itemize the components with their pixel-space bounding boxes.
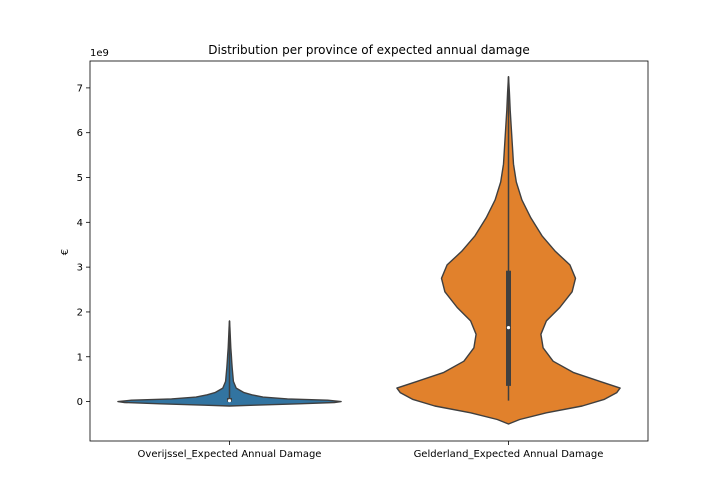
y-tick-label: 1 bbox=[77, 352, 83, 363]
y-tick-label: 6 bbox=[77, 128, 83, 139]
violin-median-point bbox=[506, 326, 511, 330]
y-tick-label: 5 bbox=[77, 173, 83, 184]
violin-median-point bbox=[227, 399, 232, 403]
y-tick-label: 2 bbox=[77, 307, 83, 318]
violins bbox=[117, 76, 621, 425]
x-axis-ticks: Overijssel_Expected Annual Damage Gelderl… bbox=[138, 441, 604, 460]
y-axis-ticks: 0 1 2 3 4 5 6 7 bbox=[77, 83, 90, 408]
y-tick-label: 4 bbox=[77, 218, 83, 229]
chart-title: Distribution per province of expected an… bbox=[208, 43, 530, 57]
x-tick-label: Gelderland_Expected Annual Damage bbox=[414, 449, 604, 460]
y-tick-label: 7 bbox=[77, 83, 83, 94]
x-tick-label: Overijssel_Expected Annual Damage bbox=[138, 449, 322, 460]
y-axis-label: € bbox=[60, 249, 71, 255]
y-tick-label: 3 bbox=[77, 263, 83, 274]
y-tick-label: 0 bbox=[77, 397, 83, 408]
y-offset-label: 1e9 bbox=[90, 48, 109, 59]
plot-frame bbox=[89, 60, 649, 442]
